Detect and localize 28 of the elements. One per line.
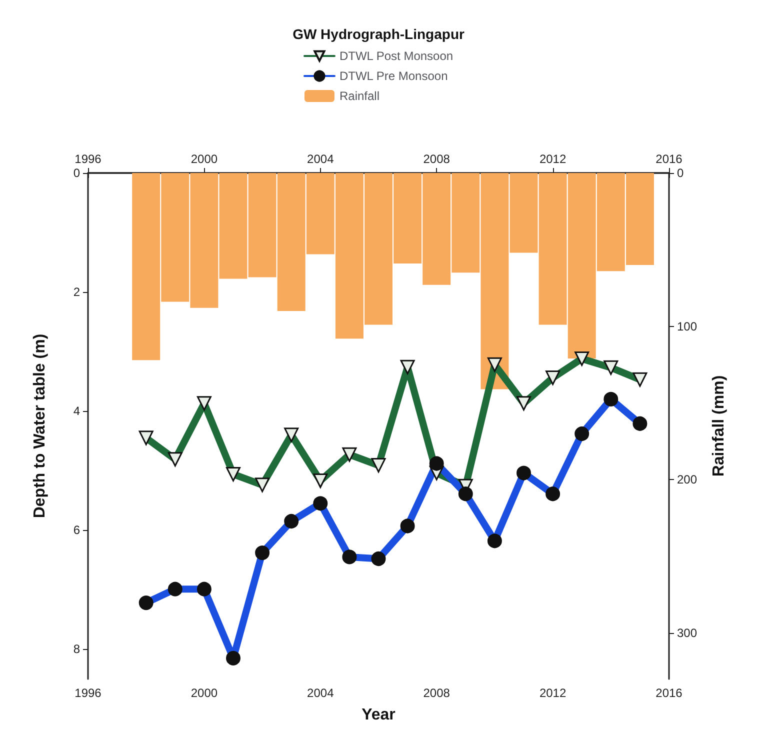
x-axis-title: Year [362,706,396,724]
x-tick-label: 2008 [423,686,450,700]
x2-tick-label: 1996 [74,152,102,166]
legend-label: DTWL Post Monsoon [339,49,454,63]
legend-label: Rainfall [339,89,380,103]
y-tick-label: 6 [73,523,80,538]
y2-axis-title: Rainfall (mm) [710,375,728,477]
legend-label: DTWL Pre Monsoon [339,69,448,83]
y-tick-label: 0 [73,166,80,180]
y-tick-label: 2 [73,285,80,300]
y-tick-label: 8 [73,642,80,656]
x2-tick-label: 2000 [190,152,218,166]
y2-tick-label: 200 [677,472,698,487]
x-tick-label: 2012 [539,686,566,700]
x-tick-label: 2016 [656,686,683,700]
y-tick-label: 4 [73,404,80,418]
x2-tick-label: 2004 [307,152,334,166]
legend-title: GW Hydrograph-Lingapur [292,26,465,42]
y2-tick-label: 100 [677,319,698,334]
y2-tick-label: 0 [677,166,684,180]
y2-tick-label: 300 [677,626,698,640]
x-tick-label: 2004 [307,686,334,700]
x-tick-label: 1996 [74,686,102,700]
x2-tick-label: 2012 [539,152,566,166]
x2-tick-label: 2008 [423,152,450,166]
x-tick-label: 2000 [190,686,218,700]
x2-tick-label: 2016 [656,152,683,166]
y-axis-title: Depth to Water table (m) [32,334,48,518]
